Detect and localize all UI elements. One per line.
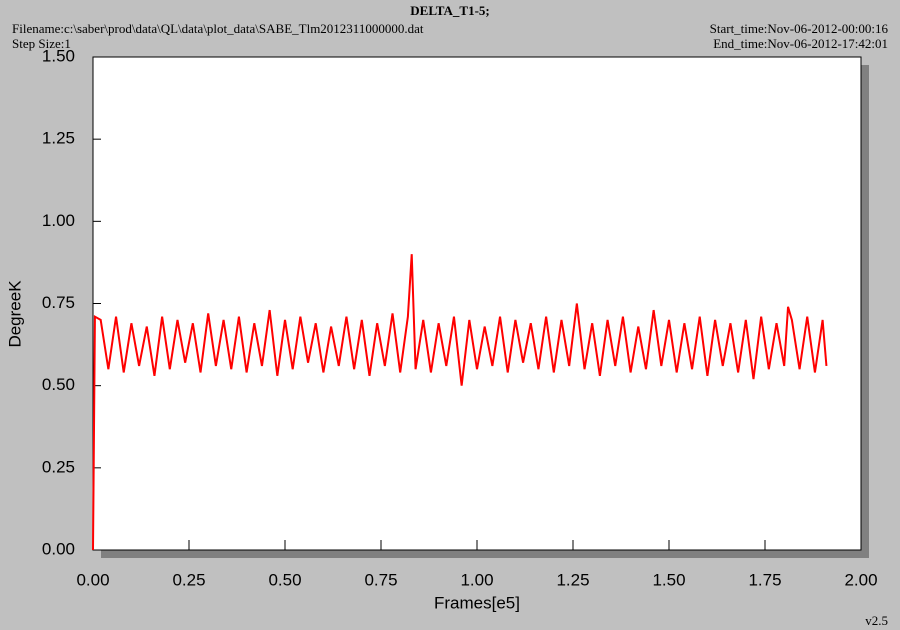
y-tick-label: 0.75 (42, 293, 75, 312)
end-time: End_time:Nov-06-2012-17:42:01 (713, 36, 888, 51)
x-axis-label: Frames[e5] (434, 593, 520, 612)
x-tick-label: 0.50 (268, 570, 301, 589)
x-tick-label: 1.25 (556, 570, 589, 589)
step-size: Step Size:1 (12, 36, 71, 51)
x-tick-label: 1.75 (748, 570, 781, 589)
x-tick-label: 1.50 (652, 570, 685, 589)
plot-area (92, 56, 862, 551)
y-tick-label: 1.00 (42, 211, 75, 230)
x-tick-label: 2.00 (844, 570, 877, 589)
x-tick-label: 1.00 (460, 570, 493, 589)
x-tick-label: 0.00 (76, 570, 109, 589)
y-tick-label: 0.00 (42, 539, 75, 558)
filename: Filename:c:\saber\prod\data\QL\data\plot… (12, 21, 424, 36)
y-axis-label: DegreeK (5, 280, 24, 348)
start-time: Start_time:Nov-06-2012-00:00:16 (710, 21, 889, 36)
y-tick-label: 0.25 (42, 457, 75, 476)
x-tick-label: 0.25 (172, 570, 205, 589)
x-tick-label: 0.75 (364, 570, 397, 589)
y-tick-label: 1.25 (42, 129, 75, 148)
chart-title: DELTA_T1-5; (410, 3, 489, 18)
version: v2.5 (865, 613, 888, 628)
y-tick-label: 0.50 (42, 375, 75, 394)
y-tick-label: 1.50 (42, 46, 75, 65)
data-line (92, 254, 828, 551)
